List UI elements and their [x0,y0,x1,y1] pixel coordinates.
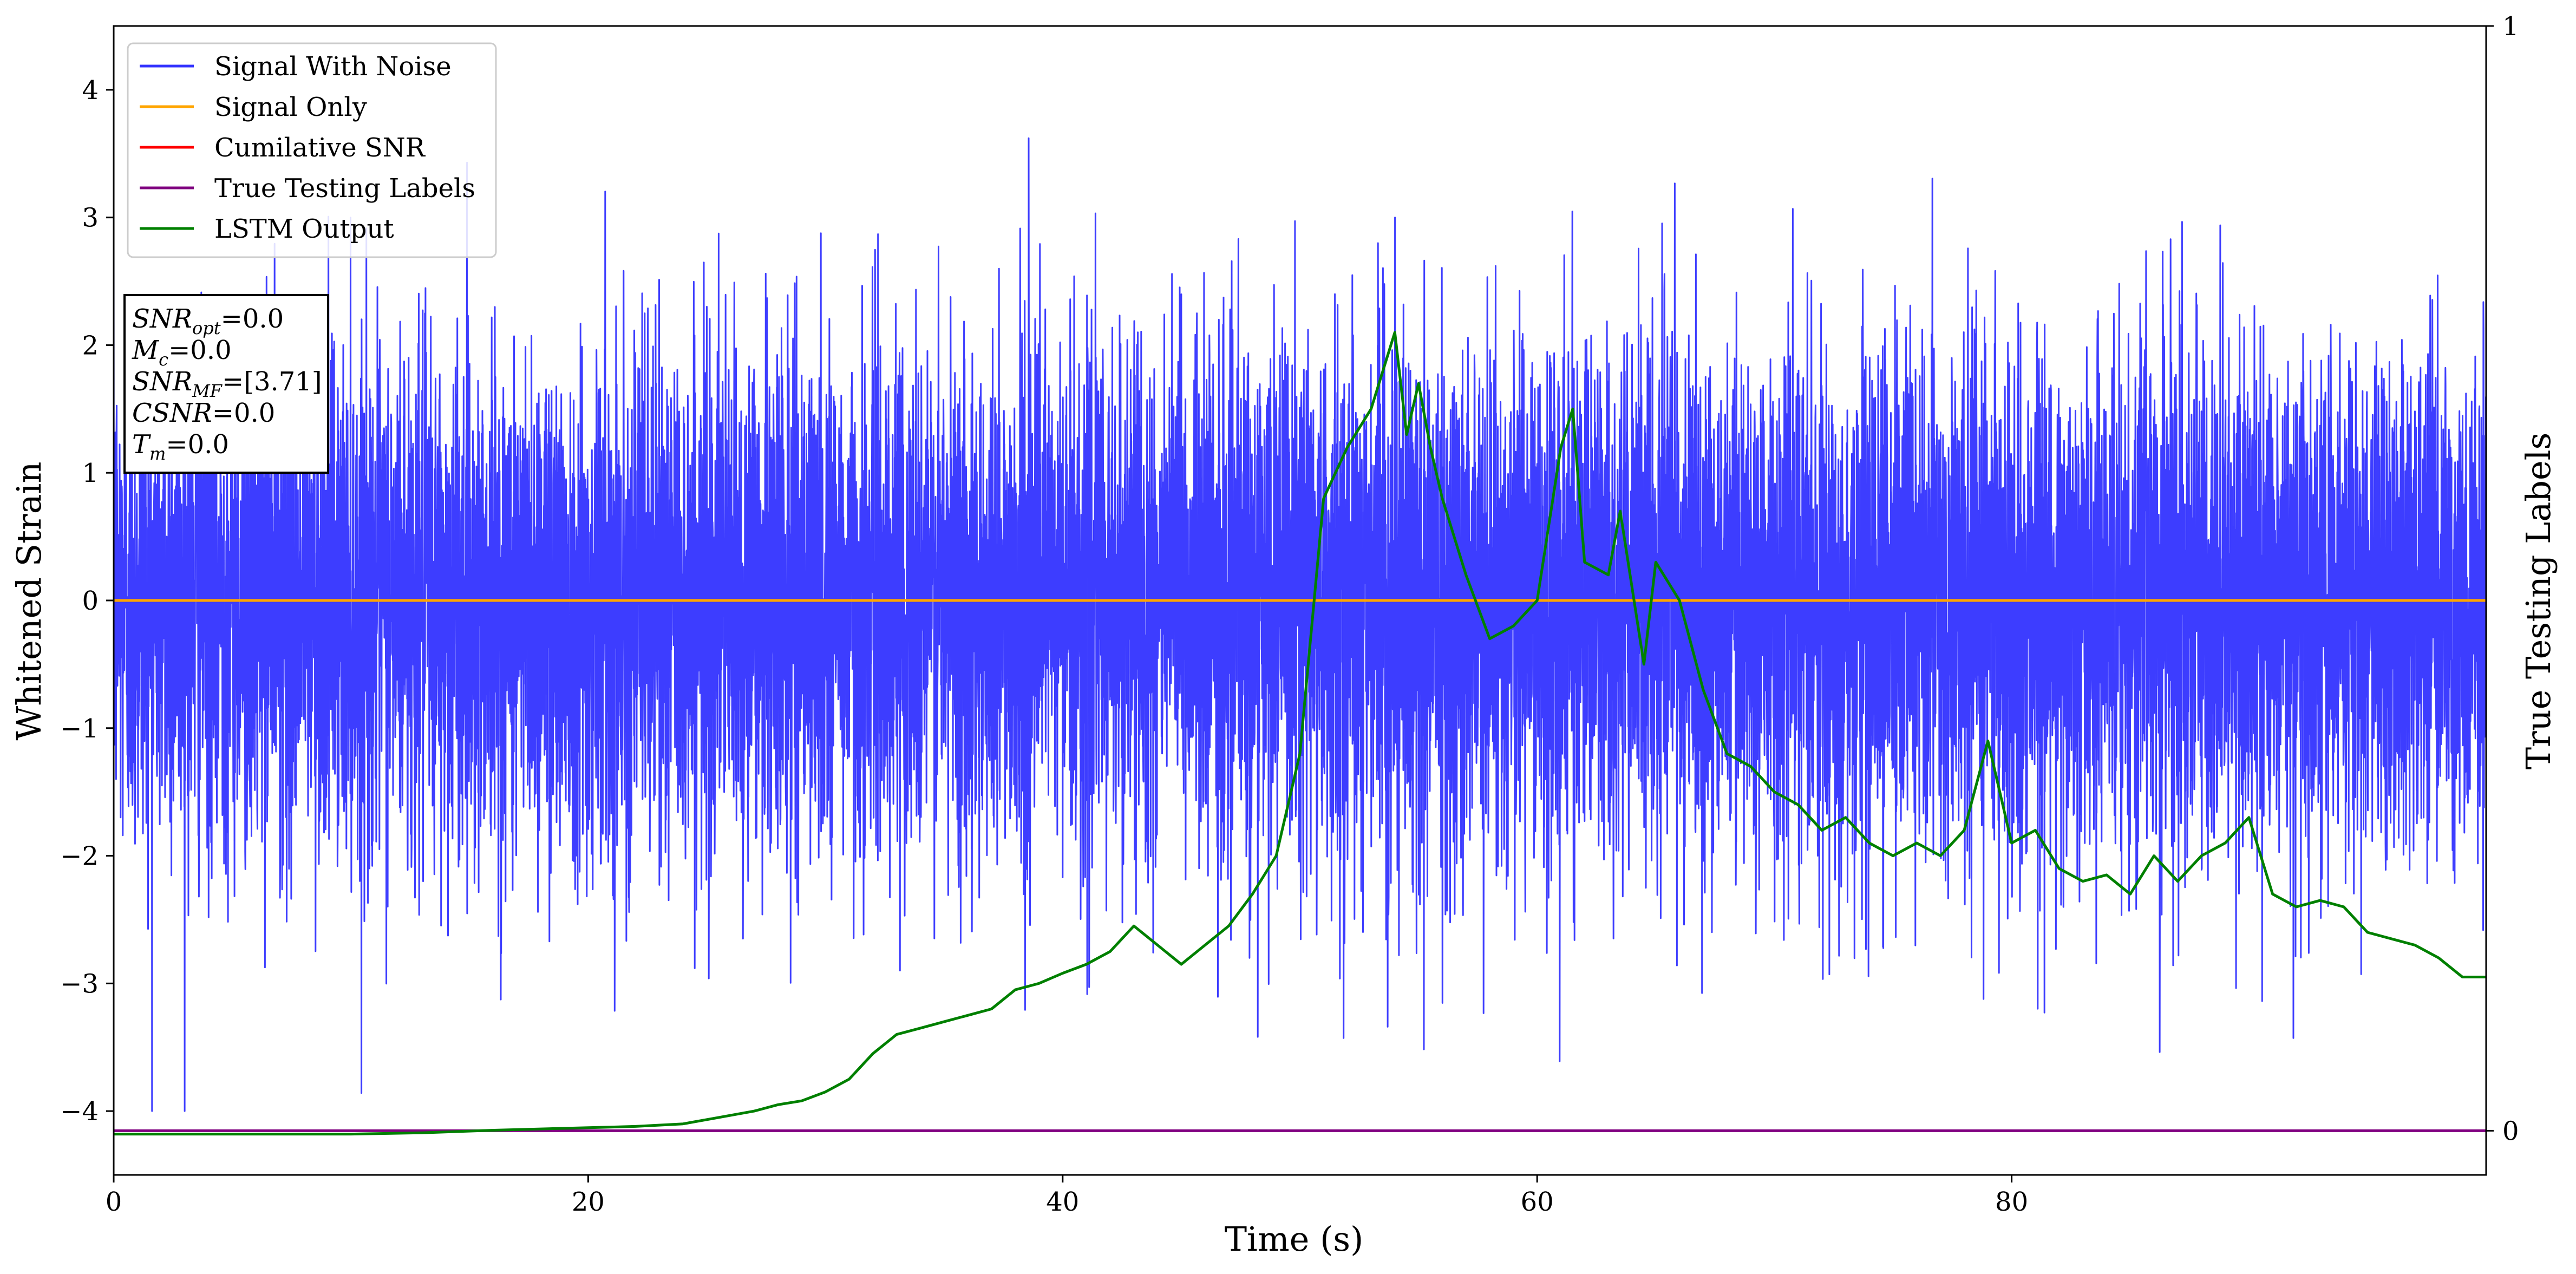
stats-line: SNRopt=0.0 [132,304,284,338]
y-tick-label: 2 [82,330,99,361]
stats-subscript: c [159,349,168,370]
stats-subscript: MF [192,381,223,401]
x-tick-label: 80 [1995,1187,2028,1217]
y-axis-title: Whitened Strain [9,462,49,741]
stats-symbol: M [132,335,160,365]
stats-symbol: SNR [132,367,192,397]
y-tick-label: −4 [60,1096,99,1127]
y-tick-label: 0 [82,586,99,616]
stats-symbol: T [132,429,151,460]
stats-line: CSNR=0.0 [132,398,275,428]
x-tick-label: 60 [1521,1187,1554,1217]
stats-line: Mc=0.0 [132,335,232,370]
legend-label: Signal With Noise [214,51,452,82]
y-tick-label: −1 [60,714,99,744]
y-tick-label: 1 [82,458,99,488]
stats-value: =0.0 [166,429,229,460]
series-lstm-output [114,331,2486,1136]
stats-frame [123,294,329,474]
stats-line: Tm=0.0 [132,429,229,464]
y2-tick-label: 0 [2502,1116,2519,1146]
stats-subscript: opt [192,318,221,338]
series-layer [114,137,2486,1136]
legend-label: True Testing Labels [214,173,475,204]
legend-label: Cumilative SNR [214,133,426,163]
legend-frame [127,42,497,258]
stats-value: =0.0 [221,304,284,334]
x-tick-label: 20 [572,1187,605,1217]
stats-line: SNRMF=[3.71] [132,367,322,401]
x-tick-label: 0 [106,1187,122,1217]
y-tick-label: −3 [60,969,99,999]
legend-label: Signal Only [214,92,367,122]
series-signal-with-noise [114,137,2486,1112]
axes-layer: 0 20 40 60 80 4 3 2 1 0 −1 −2 −3 −4 1 0 [60,11,2519,1217]
stats-subscript: m [149,443,166,464]
y2-tick-label: 1 [2502,11,2519,42]
stats-symbol: CSNR [132,398,212,428]
stats-value: =0.0 [212,398,276,428]
x-tick-label: 40 [1046,1187,1079,1217]
y2-axis-title: True Testing Labels [2519,433,2558,770]
stats-value: =[3.71] [222,367,322,397]
stats-symbol: SNR [132,304,192,334]
legend: Signal With Noise Signal Only Cumilative S… [127,42,497,258]
y-tick-label: 3 [82,203,99,233]
y-tick-label: −2 [60,841,99,872]
y-tick-label: 4 [82,75,99,106]
legend-label: LSTM Output [214,214,394,244]
x-axis-title: Time (s) [1225,1219,1364,1259]
stats-box: SNRopt=0.0Mc=0.0SNRMF=[3.71]CSNR=0.0Tm=0… [123,294,329,474]
stats-value: =0.0 [168,335,232,365]
